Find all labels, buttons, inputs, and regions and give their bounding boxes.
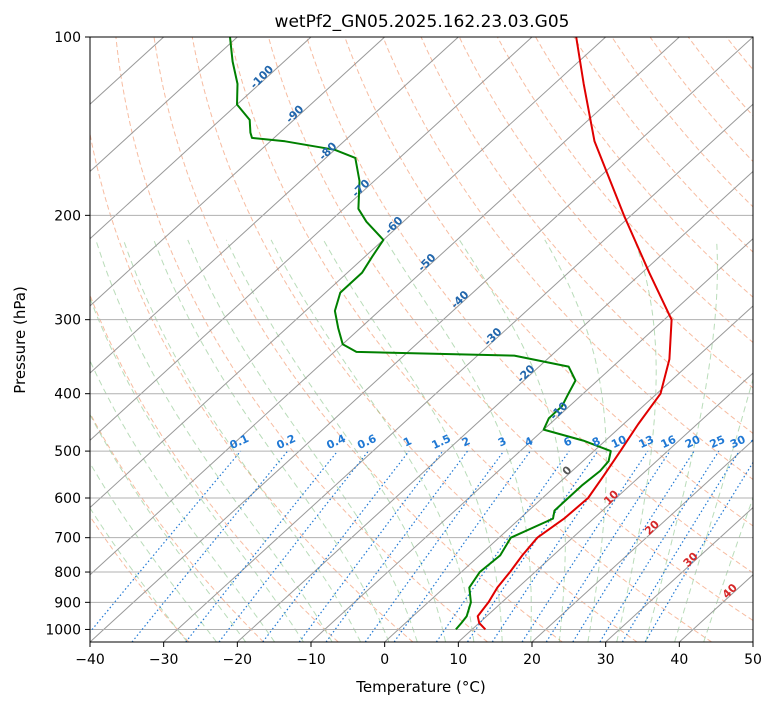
y-tick-label: 700 xyxy=(54,531,81,547)
isotherms xyxy=(90,37,753,642)
y-tick-label: 500 xyxy=(54,444,81,460)
dry-adiabat-line xyxy=(115,37,488,642)
x-tick-label: 40 xyxy=(670,652,688,668)
mixing-ratio-label: 25 xyxy=(708,433,727,451)
mixing-ratio-line xyxy=(325,450,468,642)
moist-adiabat-line xyxy=(90,413,247,642)
y-tick-label: 800 xyxy=(54,565,81,581)
series-lines xyxy=(229,37,673,631)
dry-adiabat-line xyxy=(535,37,753,298)
y-tick-label: 300 xyxy=(54,313,81,329)
isotherm-line xyxy=(90,37,680,576)
x-tick-label: 20 xyxy=(523,652,541,668)
y-tick-label: 400 xyxy=(54,387,81,403)
moist-adiabat-line xyxy=(95,239,333,642)
mixing-ratio-line xyxy=(393,450,531,642)
isotherm-line xyxy=(90,37,533,442)
dry-adiabat-line xyxy=(420,37,753,435)
dry-adiabat-line xyxy=(153,37,563,642)
chart-title: wetPf2_GN05.2025.162.23.03.G05 xyxy=(275,12,570,32)
isobars xyxy=(90,37,753,630)
moist-adiabat-line xyxy=(122,239,362,642)
moist-adiabat-line xyxy=(90,462,217,642)
mixing-ratio-line xyxy=(262,450,410,642)
mixing-ratio-lines xyxy=(90,450,753,642)
mixing-ratio-label: 13 xyxy=(637,433,656,451)
dry-adiabat-line xyxy=(90,412,264,642)
temperature-line xyxy=(476,37,673,631)
moist-adiabat-line xyxy=(674,377,753,642)
plot-area: 0.10.20.40.611.52346810131620253036-100-… xyxy=(90,37,769,642)
mixing-ratio-label: 10 xyxy=(609,433,629,451)
dry-adiabat-line xyxy=(382,37,753,481)
moist-adiabat-line xyxy=(645,239,718,642)
x-tick-label: −10 xyxy=(296,652,326,668)
y-tick-label: 200 xyxy=(54,208,81,224)
moist-adiabat-line xyxy=(270,239,475,642)
y-tick-label: 100 xyxy=(54,30,81,46)
dry-adiabat-line xyxy=(496,37,753,344)
mixing-ratio-label: 30 xyxy=(728,433,748,451)
mixing-ratio-line xyxy=(185,450,339,642)
mixing-ratio-label: 16 xyxy=(659,433,679,451)
mixing-ratio-line xyxy=(131,450,289,642)
moist-adiabat-line xyxy=(458,239,566,642)
isotherm-line xyxy=(457,372,753,642)
isotherm-line xyxy=(531,439,753,642)
isotherm-line xyxy=(605,506,753,642)
moist-adiabats xyxy=(90,239,753,642)
mixing-ratio-line xyxy=(545,450,671,642)
y-axis: 100 200 300 400 500 600 700 800 900 1000 xyxy=(45,30,90,638)
isotherm-line xyxy=(90,37,238,173)
x-tick-label: −20 xyxy=(223,652,253,668)
x-tick-label: 0 xyxy=(380,652,389,668)
x-tick-label: 10 xyxy=(449,652,467,668)
x-axis: −40 −30 −20 −10 0 10 20 30 40 50 xyxy=(75,642,762,668)
moist-adiabat-line xyxy=(187,239,418,642)
dry-adiabat-line xyxy=(191,37,638,642)
isotherm-line xyxy=(163,103,753,642)
isotherm-line xyxy=(90,37,459,374)
x-tick-label: 50 xyxy=(744,652,762,668)
isotherm-line xyxy=(90,37,607,509)
mixing-ratio-line xyxy=(466,450,599,642)
y-axis-label: Pressure (hPa) xyxy=(11,286,29,394)
moist-adiabat-line xyxy=(322,239,503,642)
x-tick-label: −30 xyxy=(149,652,179,668)
isotherm-line xyxy=(90,37,386,307)
mixing-ratio-line xyxy=(435,450,570,642)
mixing-ratio-label: 20 xyxy=(683,433,703,451)
dry-adiabat-line xyxy=(306,37,753,574)
isotherm-line xyxy=(310,237,753,642)
moist-adiabat-line xyxy=(544,239,607,642)
moist-adiabat-line xyxy=(90,507,188,642)
y-tick-label: 600 xyxy=(54,491,81,507)
isotherm-line xyxy=(90,37,753,642)
isotherm-line xyxy=(384,305,753,642)
mixing-ratio-line xyxy=(364,450,505,642)
moist-adiabat-line xyxy=(616,239,657,642)
y-tick-label: 1000 xyxy=(45,622,81,638)
y-tick-label: 900 xyxy=(54,595,81,611)
dry-adiabat-line xyxy=(268,37,753,622)
plot-frame xyxy=(89,36,754,643)
isotherm-line xyxy=(90,37,312,240)
moist-adiabat-line xyxy=(90,359,276,642)
mixing-ratio-line xyxy=(572,450,695,642)
isotherm-line xyxy=(236,170,753,642)
mixing-ratio-line xyxy=(90,450,242,633)
moist-adiabat-line xyxy=(90,296,304,642)
mixing-ratio-line xyxy=(298,450,444,642)
mixing-ratio-line xyxy=(521,450,649,642)
dewpoint-line xyxy=(229,37,612,631)
x-tick-label: −40 xyxy=(75,652,105,668)
x-axis-label: Temperature (°C) xyxy=(355,678,485,696)
mixing-ratio-line xyxy=(621,450,740,642)
mixing-ratio-label: 36 xyxy=(749,433,769,451)
x-tick-label: 30 xyxy=(597,652,615,668)
